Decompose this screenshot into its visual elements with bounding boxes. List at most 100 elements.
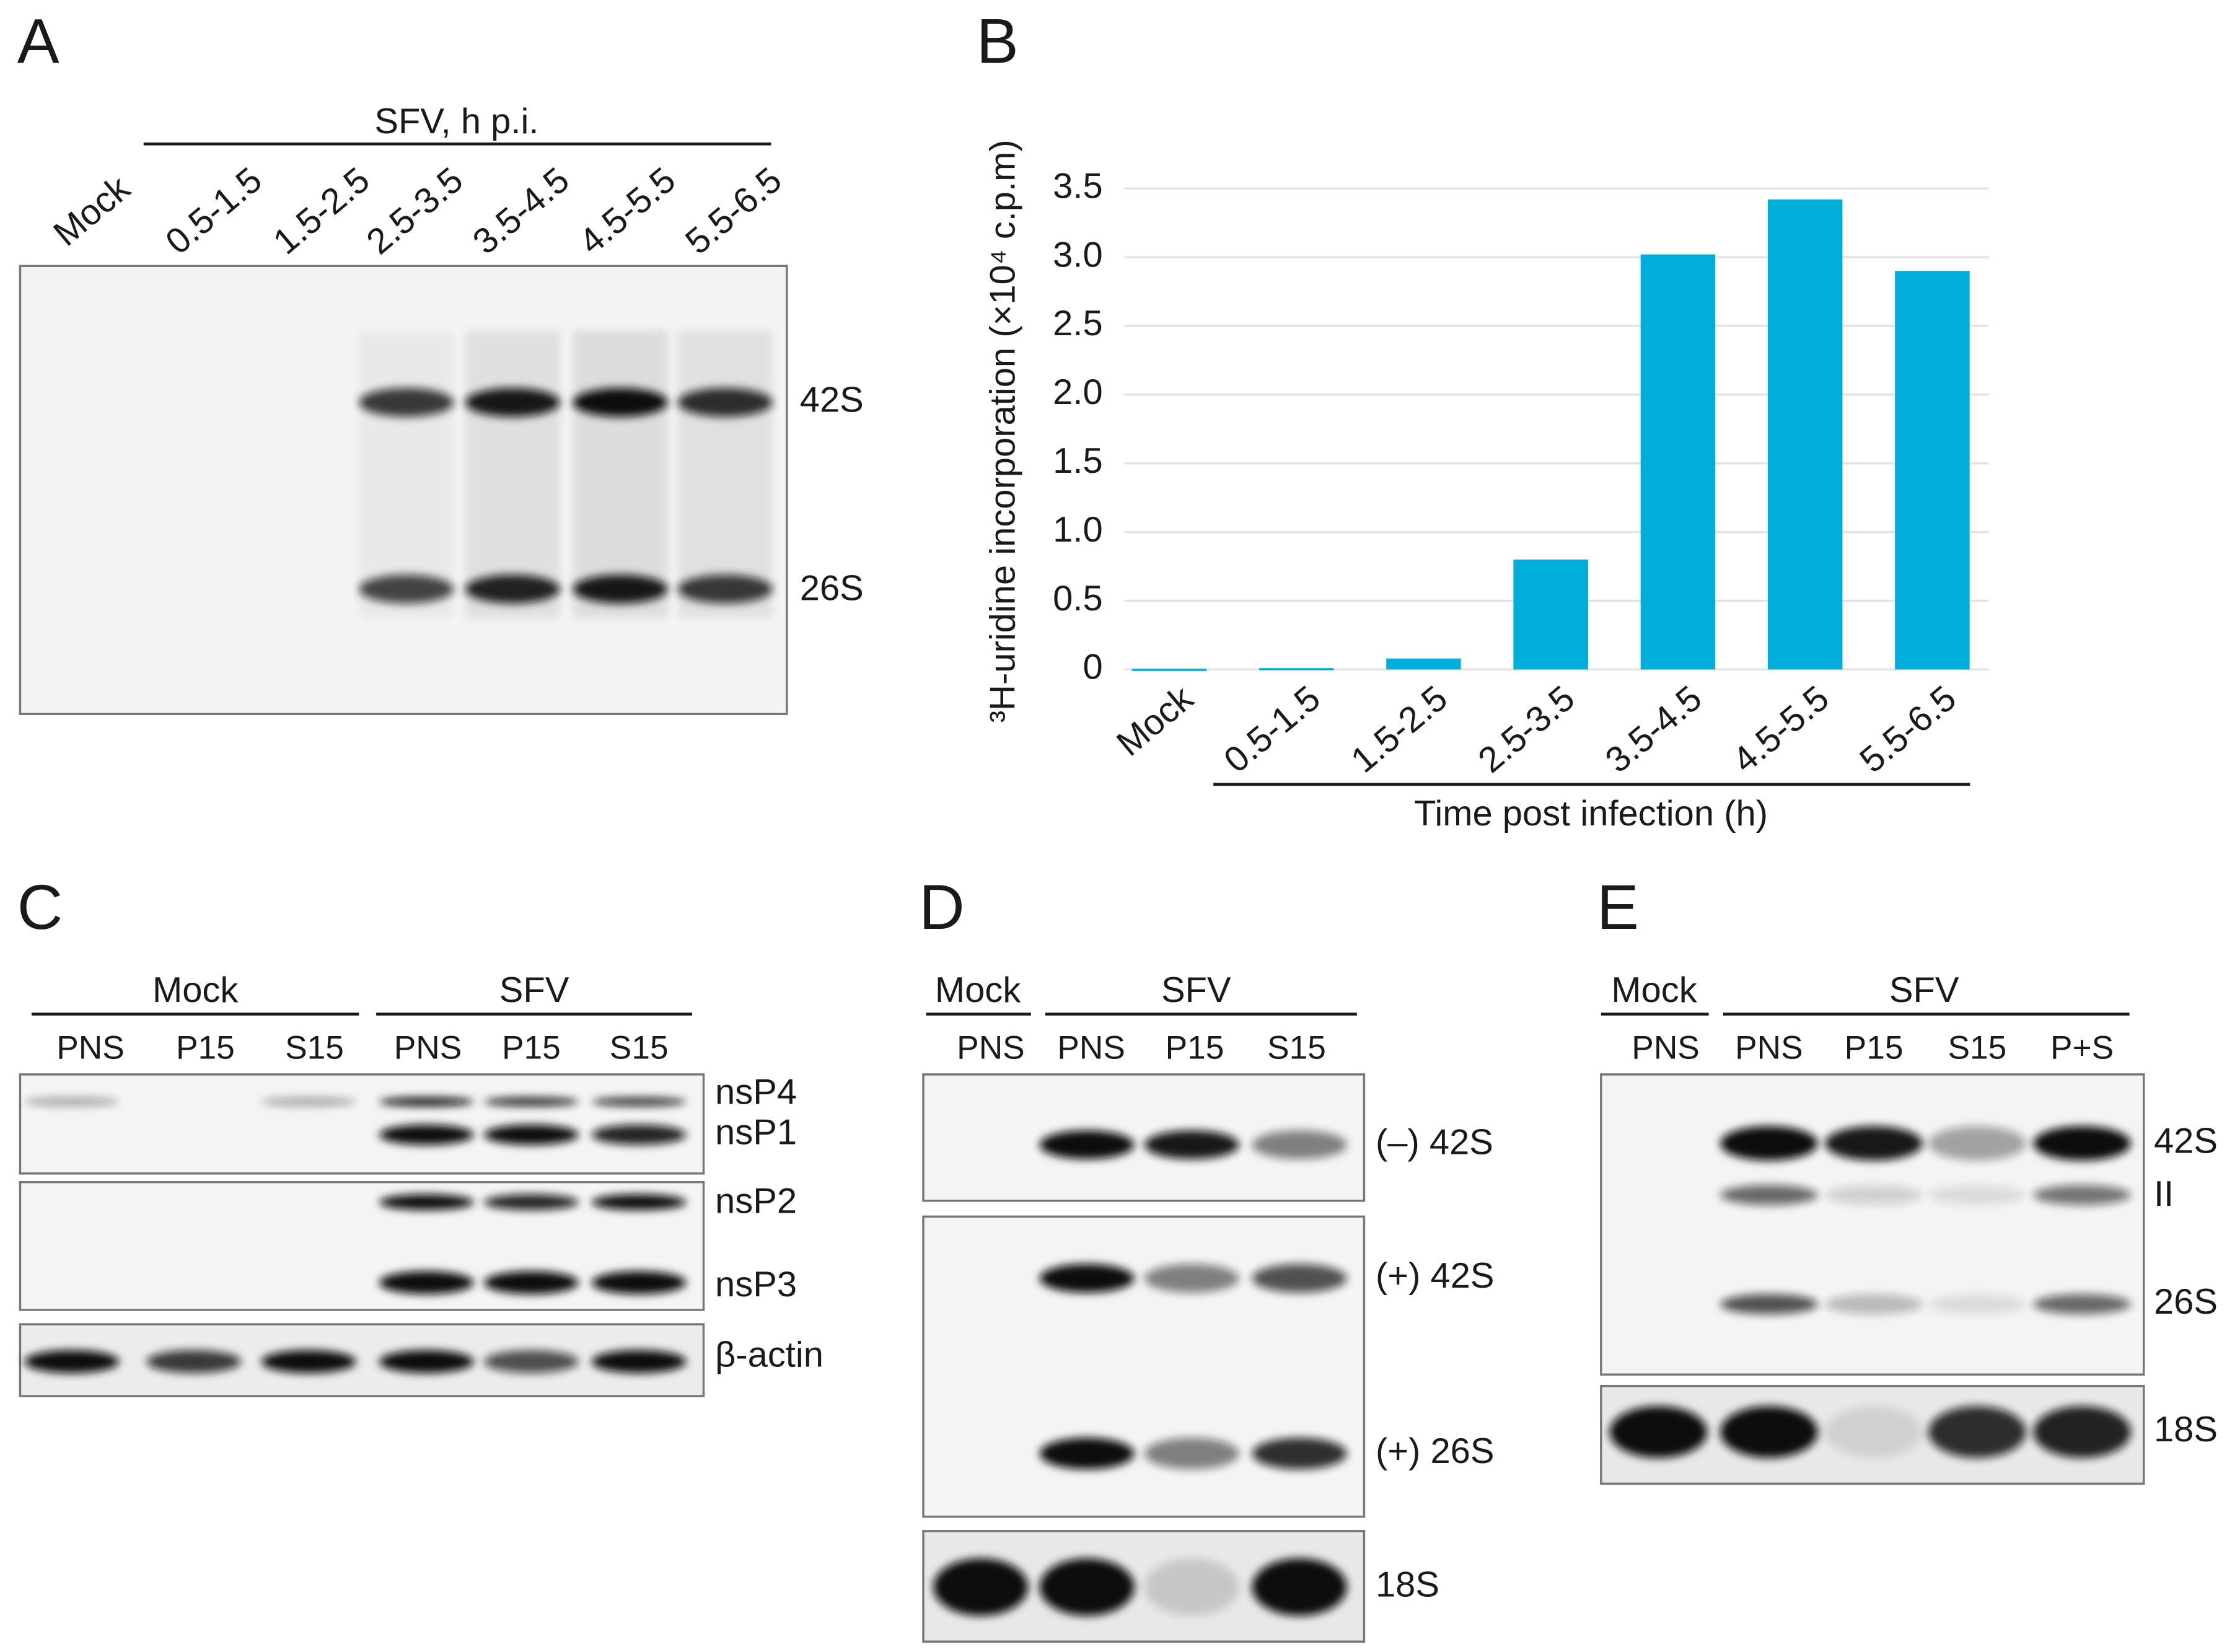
band xyxy=(465,574,560,604)
group-label: SFV xyxy=(1161,970,1231,1010)
lane-label: 4.5-5.5 xyxy=(572,160,683,262)
band xyxy=(677,388,773,417)
band-label: (–) 42S xyxy=(1376,1123,1493,1162)
band xyxy=(483,1350,579,1373)
lane-label: 1.5-2.5 xyxy=(266,160,377,262)
x-tick-label: Mock xyxy=(1109,678,1201,764)
band xyxy=(677,574,773,604)
band xyxy=(1825,1294,1923,1314)
x-tick-label: 3.5-4.5 xyxy=(1598,679,1709,781)
y-tick-label: 3.0 xyxy=(1053,235,1103,275)
bar xyxy=(1386,658,1461,670)
band-label: 18S xyxy=(1376,1565,1439,1604)
band xyxy=(379,1097,474,1106)
band xyxy=(1039,1263,1135,1293)
band xyxy=(933,1558,1029,1616)
group-label: SFV xyxy=(1889,970,1959,1010)
lane-label: 3.5-4.5 xyxy=(465,160,576,262)
lane-label: P15 xyxy=(1845,1030,1904,1066)
x-tick-label: 1.5-2.5 xyxy=(1344,679,1455,781)
band xyxy=(359,388,454,417)
band xyxy=(379,1350,474,1373)
band xyxy=(1039,1558,1135,1616)
y-tick-label: 2.5 xyxy=(1053,304,1103,343)
bar xyxy=(1513,559,1588,670)
lane-label: 0.5-1.5 xyxy=(159,160,270,262)
group-label: Mock xyxy=(152,970,239,1010)
band xyxy=(1928,1185,2026,1205)
band xyxy=(1039,1438,1135,1470)
band xyxy=(591,1350,687,1373)
band-label: β-actin xyxy=(715,1335,824,1375)
lane-label: 2.5-3.5 xyxy=(359,160,470,262)
y-axis-label: ³H-uridine incorporation (×10⁴ c.p.m) xyxy=(983,139,1022,723)
band xyxy=(1252,1130,1347,1159)
lane-label: PNS xyxy=(56,1030,125,1066)
band xyxy=(483,1194,579,1210)
band xyxy=(1609,1406,1708,1458)
group-label: SFV xyxy=(499,970,569,1010)
band xyxy=(1144,1558,1239,1616)
band xyxy=(2033,1294,2131,1314)
bar xyxy=(1258,668,1334,670)
smear xyxy=(677,330,773,618)
lane-label: PNS xyxy=(957,1030,1025,1066)
panel-letter: E xyxy=(1597,872,1639,942)
band-label: (+) 26S xyxy=(1376,1431,1495,1471)
group-label: Mock xyxy=(1611,970,1697,1010)
gel xyxy=(1600,1073,2145,1376)
panel-letter: A xyxy=(17,6,59,77)
band xyxy=(379,1194,474,1210)
lane-label: PNS xyxy=(394,1030,462,1066)
band xyxy=(379,1271,474,1294)
band xyxy=(359,574,454,604)
band-label: nsP3 xyxy=(715,1265,797,1304)
band xyxy=(1720,1294,1818,1314)
band xyxy=(1825,1126,1923,1161)
x-tick-label: 2.5-3.5 xyxy=(1471,679,1582,781)
x-tick-label: 0.5-1.5 xyxy=(1217,679,1328,781)
lane-label: S15 xyxy=(610,1030,669,1066)
lane-label: P15 xyxy=(1166,1030,1224,1066)
band xyxy=(1252,1558,1347,1616)
smear xyxy=(359,330,454,618)
bar xyxy=(1895,271,1970,670)
y-tick-label: 1.0 xyxy=(1053,510,1103,550)
band-label: nsP4 xyxy=(715,1073,797,1112)
band xyxy=(483,1097,579,1106)
lane-label: PNS xyxy=(1632,1030,1700,1066)
x-tick-label: 4.5-5.5 xyxy=(1726,679,1837,781)
band-label: II xyxy=(2154,1174,2174,1214)
gel xyxy=(19,1323,705,1397)
band-label: 42S xyxy=(800,380,864,420)
band xyxy=(1928,1126,2026,1161)
band-label: nsP1 xyxy=(715,1113,797,1153)
band xyxy=(1720,1126,1818,1161)
gel xyxy=(19,1180,705,1311)
band xyxy=(1252,1263,1347,1293)
band xyxy=(591,1271,687,1294)
y-tick-label: 3.5 xyxy=(1053,166,1103,206)
x-tick-label: 5.5-6.5 xyxy=(1853,679,1964,781)
y-tick-label: 0 xyxy=(1083,648,1102,687)
band xyxy=(465,388,560,417)
lane-label: 5.5-6.5 xyxy=(678,160,789,262)
panel-letter: B xyxy=(977,6,1019,77)
band-label: (+) 42S xyxy=(1376,1256,1495,1296)
band xyxy=(1825,1185,1923,1205)
band xyxy=(573,574,668,604)
band xyxy=(573,388,668,417)
x-axis-label: Time post infection (h) xyxy=(1414,794,1768,833)
band xyxy=(483,1271,579,1294)
band xyxy=(1144,1263,1239,1293)
band xyxy=(24,1097,120,1106)
group-label: SFV, h p.i. xyxy=(374,102,538,141)
band xyxy=(1039,1130,1135,1159)
band-label: 42S xyxy=(2154,1121,2218,1161)
band-label: nsP2 xyxy=(715,1182,797,1221)
gel xyxy=(19,1073,705,1175)
band xyxy=(591,1194,687,1210)
y-tick-label: 1.5 xyxy=(1053,441,1103,481)
band xyxy=(591,1097,687,1106)
band xyxy=(1825,1406,1923,1458)
